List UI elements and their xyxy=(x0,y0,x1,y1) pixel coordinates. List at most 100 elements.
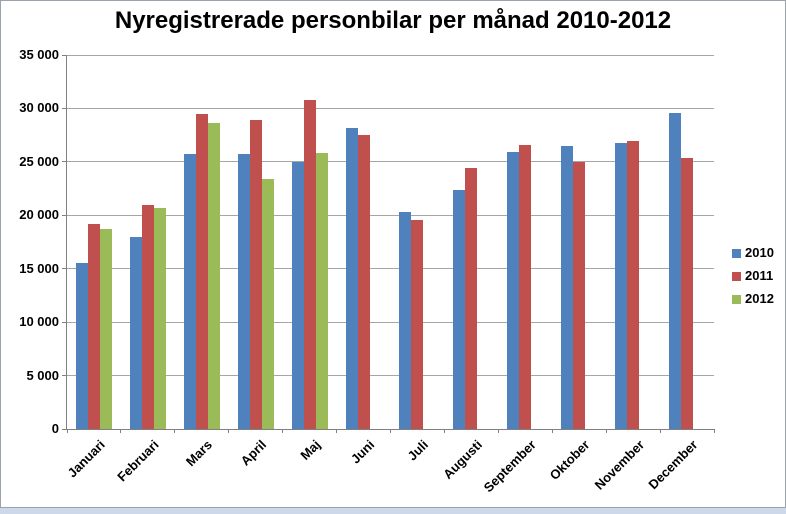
gridline xyxy=(67,375,714,377)
bar-2012-mars xyxy=(207,123,220,429)
bar-2011-februari xyxy=(141,204,154,429)
bar-2012-maj xyxy=(315,153,328,429)
bar-group-juli xyxy=(391,55,445,429)
bar-group-september xyxy=(498,55,552,429)
legend-item-2011: 2011 xyxy=(732,269,774,283)
x-axis-tick xyxy=(659,429,661,433)
bar-2010-februari xyxy=(129,236,142,429)
bar-2011-juni xyxy=(357,135,370,429)
y-axis-tick-label: 10 000 xyxy=(19,314,59,330)
gridline xyxy=(67,161,714,163)
bar-2011-november xyxy=(627,140,640,429)
y-axis-tick-label: 25 000 xyxy=(19,153,59,169)
bar-2010-september xyxy=(507,152,520,429)
bar-2011-augusti xyxy=(465,168,478,429)
frame-bottom-strip xyxy=(0,508,786,514)
bar-2010-augusti xyxy=(453,189,466,429)
legend-item-2010: 2010 xyxy=(732,246,774,260)
bar-2011-september xyxy=(519,144,532,429)
y-axis-tick-label: 15 000 xyxy=(19,260,59,276)
x-axis-tick xyxy=(551,429,553,433)
bar-group-december xyxy=(660,55,714,429)
y-axis-tick xyxy=(62,107,67,109)
bar-group-augusti xyxy=(444,55,498,429)
legend: 2010 2011 2012 xyxy=(732,246,774,315)
gridline xyxy=(67,107,714,109)
bar-2011-oktober xyxy=(573,161,586,429)
bar-group-februari xyxy=(121,55,175,429)
x-axis-label-november: November xyxy=(591,437,647,493)
bar-2011-april xyxy=(249,120,262,429)
x-axis-label-juni: Juni xyxy=(347,437,378,467)
bar-2010-april xyxy=(237,154,250,429)
legend-swatch-2011 xyxy=(732,271,741,281)
x-axis-tick xyxy=(713,429,715,433)
x-axis-tick xyxy=(228,429,230,433)
plot-area xyxy=(62,54,715,433)
bar-2012-februari xyxy=(153,207,166,429)
x-axis-tick xyxy=(605,429,607,433)
x-axis-tick xyxy=(336,429,338,433)
x-axis-tick xyxy=(120,429,122,433)
bar-2012-april xyxy=(261,178,274,429)
legend-item-2012: 2012 xyxy=(732,292,774,306)
x-axis-label-december: December xyxy=(645,437,701,493)
bar-2011-mars xyxy=(195,113,208,429)
bar-group-mars xyxy=(175,55,229,429)
bar-group-maj xyxy=(283,55,337,429)
bar-group-oktober xyxy=(552,55,606,429)
bar-group-juni xyxy=(337,55,391,429)
x-axis-tick xyxy=(443,429,445,433)
legend-swatch-2012 xyxy=(732,294,741,304)
bar-2010-juli xyxy=(399,212,412,429)
y-axis-tick xyxy=(62,54,67,56)
legend-swatch-2010 xyxy=(732,248,741,258)
x-axis-label-mars: Mars xyxy=(183,437,216,470)
x-axis-label-juli: Juli xyxy=(404,437,432,464)
bar-2011-januari xyxy=(87,223,100,429)
y-axis-tick xyxy=(62,375,67,377)
x-axis-label-maj: Maj xyxy=(297,437,324,463)
x-axis-label-februari: Februari xyxy=(114,437,162,485)
x-axis-tick xyxy=(390,429,391,433)
chart-title: Nyregistrerade personbilar per månad 201… xyxy=(114,7,672,34)
bar-2012-januari xyxy=(99,229,112,429)
y-axis-tick-label: 20 000 xyxy=(19,207,59,223)
bar-2010-januari xyxy=(75,263,88,429)
gridline xyxy=(67,214,714,216)
x-axis-tick xyxy=(497,429,499,433)
y-axis-tick xyxy=(62,321,67,323)
bar-2011-december xyxy=(681,157,694,429)
bar-2011-maj xyxy=(303,99,316,429)
x-axis-label-september: September xyxy=(480,437,539,496)
x-axis-label-augusti: Augusti xyxy=(440,437,485,482)
x-axis-tick xyxy=(66,429,68,433)
y-axis-tick-label: 35 000 xyxy=(19,47,59,62)
bar-group-november xyxy=(606,55,660,429)
bar-2010-juni xyxy=(345,127,358,429)
x-axis-tick xyxy=(282,429,284,433)
x-axis-label-april: April xyxy=(237,437,270,469)
x-axis-label-oktober: Oktober xyxy=(546,437,593,483)
bar-2010-maj xyxy=(291,161,304,429)
bar-2011-juli xyxy=(411,219,424,429)
gridline xyxy=(67,321,714,323)
gridline xyxy=(67,268,714,270)
y-axis-tick-label: 30 000 xyxy=(19,100,59,116)
x-axis-tick xyxy=(174,429,176,433)
y-axis-tick-label: 5 000 xyxy=(26,367,59,383)
y-axis-tick xyxy=(62,268,67,270)
bar-group-januari xyxy=(67,55,121,429)
y-axis-tick xyxy=(62,428,67,430)
legend-label-2012: 2012 xyxy=(745,291,774,306)
x-axis-label-januari: Januari xyxy=(64,437,108,481)
legend-label-2011: 2011 xyxy=(745,268,774,283)
y-axis-tick xyxy=(62,161,67,163)
bar-2010-december xyxy=(669,112,682,429)
bar-2010-oktober xyxy=(561,145,574,429)
y-axis-tick-label: 0 xyxy=(51,421,59,436)
bar-2010-mars xyxy=(183,154,196,429)
bar-group-april xyxy=(229,55,283,429)
gridline xyxy=(67,54,714,56)
